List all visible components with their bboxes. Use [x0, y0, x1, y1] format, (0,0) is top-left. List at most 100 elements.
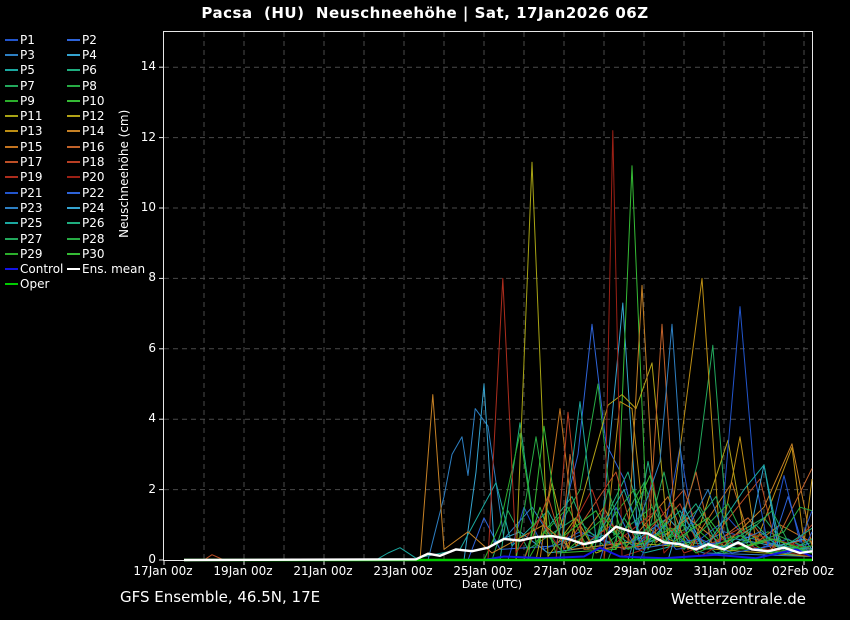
- legend-item-p2: P2: [67, 32, 137, 47]
- y-tick-label: 6: [148, 340, 156, 355]
- x-tick-label: 25Jan 00z: [453, 564, 513, 578]
- y-tick-label: 10: [140, 200, 156, 214]
- series-line-p27: [184, 471, 813, 561]
- series-line-p30: [184, 425, 813, 561]
- legend-swatch: [5, 145, 18, 148]
- legend-label: P3: [20, 47, 35, 62]
- legend-swatch: [67, 268, 80, 271]
- y-tick-label: 8: [148, 270, 156, 285]
- legend-label: P12: [82, 109, 105, 124]
- series-line-p20: [184, 130, 813, 561]
- x-tick-label: 02Feb 00z: [772, 564, 834, 578]
- legend-swatch: [67, 252, 80, 255]
- legend-item-p26: P26: [67, 216, 137, 231]
- legend-label: P27: [20, 231, 43, 246]
- series-line-p29: [184, 517, 813, 561]
- series-line-control: [184, 546, 813, 561]
- legend-label: P22: [82, 185, 105, 200]
- x-tick-label: 29Jan 00z: [613, 564, 673, 578]
- legend-swatch: [5, 69, 18, 72]
- legend-swatch: [5, 191, 18, 194]
- legend-label: P7: [20, 78, 35, 93]
- series-line-p4: [184, 302, 813, 561]
- legend-item-p19: P19: [5, 170, 67, 185]
- legend-label: P29: [20, 246, 43, 261]
- legend-label: P30: [82, 246, 105, 261]
- legend-label: P9: [20, 93, 35, 108]
- legend-item-p22: P22: [67, 185, 137, 200]
- legend-swatch: [67, 99, 80, 102]
- legend-swatch: [5, 222, 18, 225]
- series-line-p15: [184, 408, 813, 561]
- legend: P1 P2 P3 P4 P5 P6 P7 P8 P9 P10 P11 P12 P13 P14 P15 P16 P…: [5, 32, 145, 292]
- legend-label: P5: [20, 63, 35, 78]
- legend-swatch: [5, 268, 18, 271]
- legend-swatch: [67, 69, 80, 72]
- legend-swatch: [67, 237, 80, 240]
- legend-item-p6: P6: [67, 63, 137, 78]
- legend-label: P4: [82, 47, 97, 62]
- legend-label: P18: [82, 155, 105, 170]
- x-tick-label: 19Jan 00z: [213, 564, 273, 578]
- legend-item-p27: P27: [5, 231, 67, 246]
- legend-swatch: [5, 38, 18, 41]
- legend-swatch: [5, 283, 18, 286]
- legend-item-ens-mean: Ens. mean: [67, 261, 145, 276]
- series-line-p14: [184, 284, 813, 561]
- legend-label: P14: [82, 124, 105, 139]
- legend-label: P19: [20, 170, 43, 185]
- legend-label: P25: [20, 216, 43, 231]
- legend-item-p24: P24: [67, 200, 137, 215]
- legend-swatch: [67, 38, 80, 41]
- legend-item-control: Control: [5, 261, 67, 276]
- legend-swatch: [5, 84, 18, 87]
- legend-swatch: [5, 53, 18, 56]
- legend-swatch: [5, 115, 18, 118]
- series-line-p16: [184, 323, 813, 561]
- series-line-p10: [184, 165, 813, 561]
- legend-swatch: [67, 84, 80, 87]
- legend-swatch: [5, 161, 18, 164]
- x-axis-label: Date (UTC): [461, 578, 523, 591]
- legend-swatch: [67, 130, 80, 133]
- site-credit-text: Wetterzentrale.de: [670, 590, 806, 608]
- legend-item-p11: P11: [5, 108, 67, 123]
- legend-item-p20: P20: [67, 170, 137, 185]
- x-tick-label: 31Jan 00z: [693, 564, 753, 578]
- ensemble-lines-chart: [159, 32, 813, 565]
- legend-swatch: [5, 237, 18, 240]
- legend-label: P11: [20, 109, 43, 124]
- plot-area: [159, 31, 813, 565]
- legend-swatch: [67, 53, 80, 56]
- legend-swatch: [67, 176, 80, 179]
- legend-swatch: [5, 176, 18, 179]
- legend-label: P17: [20, 155, 43, 170]
- legend-swatch: [67, 222, 80, 225]
- legend-label: P2: [82, 32, 97, 47]
- legend-swatch: [67, 206, 80, 209]
- legend-item-p16: P16: [67, 139, 137, 154]
- legend-swatch: [67, 145, 80, 148]
- legend-label: Control: [20, 262, 64, 277]
- y-tick-label: 2: [148, 481, 156, 496]
- legend-label: P13: [20, 124, 43, 139]
- series-line-ens-mean: [183, 525, 813, 562]
- legend-label: P28: [82, 231, 105, 246]
- legend-swatch: [5, 130, 18, 133]
- legend-item-p9: P9: [5, 93, 67, 108]
- legend-swatch: [5, 206, 18, 209]
- series-line-p25: [184, 401, 813, 561]
- legend-label: P26: [82, 216, 105, 231]
- legend-swatch: [5, 252, 18, 255]
- legend-label: P1: [20, 32, 35, 47]
- legend-item-p28: P28: [67, 231, 137, 246]
- legend-item-p18: P18: [67, 154, 137, 169]
- legend-item-p14: P14: [67, 124, 137, 139]
- series-line-p13: [184, 277, 813, 561]
- y-tick-label: 14: [140, 59, 156, 74]
- series-line-p23: [184, 323, 813, 561]
- series-line-p12: [184, 362, 813, 561]
- legend-item-p12: P12: [67, 108, 137, 123]
- legend-item-p30: P30: [67, 246, 137, 261]
